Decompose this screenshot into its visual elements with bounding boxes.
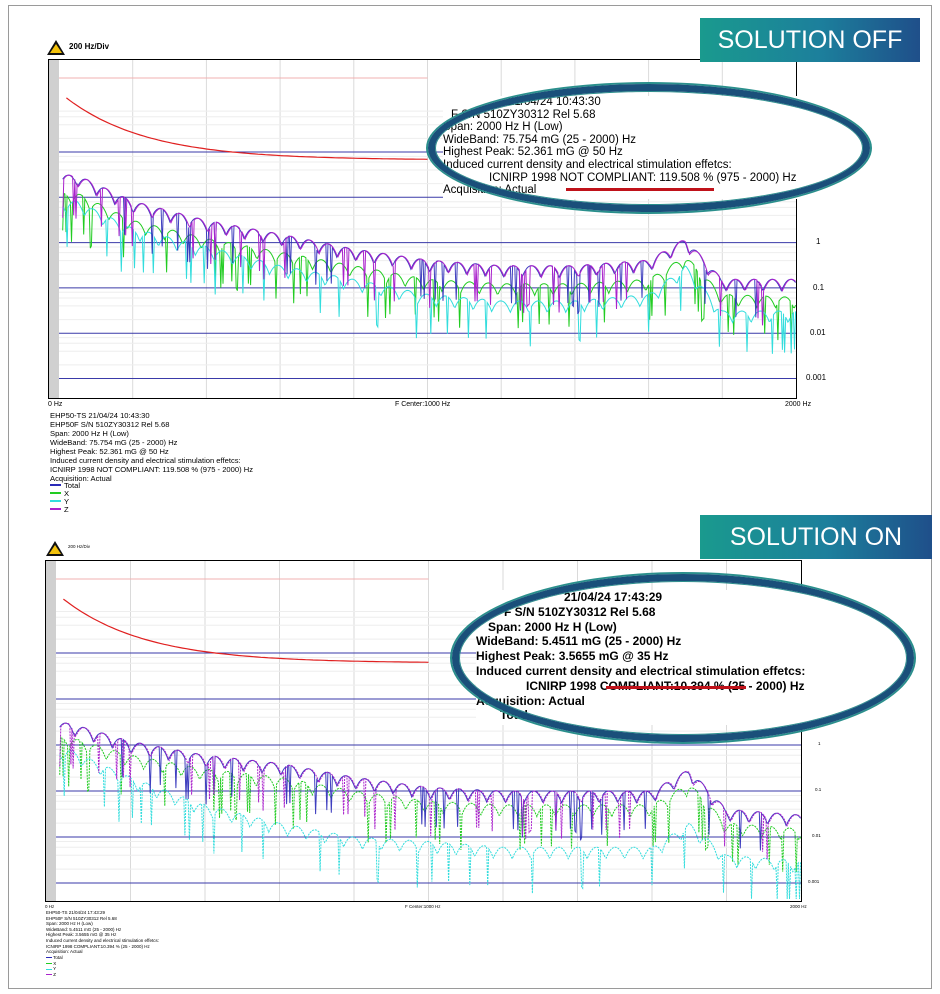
x-tick-left: 0 Hz — [48, 401, 63, 408]
info-line: Acquisition: Actual — [46, 949, 83, 955]
legend-item-z: Z — [50, 504, 80, 514]
legend-item-z: Z — [46, 972, 63, 978]
measurement-info: EHP50-TS 21/04/24 10:43:30 EHP50F S/N 51… — [50, 411, 253, 483]
y-tick: 0.1 — [813, 283, 825, 292]
legend: Total X Y Z — [50, 480, 81, 514]
y-tick: 0.01 — [810, 328, 826, 337]
info-line: EHP50F S/N 510ZY30312 Rel 5.68 — [50, 420, 170, 429]
highlight-ellipse-off — [428, 84, 870, 212]
legend-item-x: X — [46, 961, 63, 967]
legend-label: X — [53, 960, 57, 966]
info-line: EHP50-TS 21/04/24 10:43:30 — [50, 411, 150, 420]
warning-icon — [47, 40, 65, 55]
series-line-total — [59, 722, 801, 851]
legend-swatch — [46, 974, 52, 976]
series-line-y — [59, 750, 801, 900]
legend-swatch — [50, 500, 61, 502]
info-line: WideBand: 75.754 mG (25 - 2000) Hz — [50, 438, 178, 447]
legend-label: Z — [53, 971, 57, 977]
limit-curve — [63, 598, 429, 663]
y-tick: 0.1 — [815, 787, 822, 792]
info-line: Induced current density and electrical s… — [46, 937, 159, 943]
plot-left-strip — [46, 561, 56, 901]
info-line: Span: 2000 Hz H (Low) — [46, 921, 93, 927]
legend-label: Y — [64, 496, 70, 506]
legend-label: X — [64, 488, 70, 498]
figure-frame — [8, 5, 932, 989]
legend-item-y: Y — [50, 496, 80, 506]
info-line: WideBand: 5.4511 mG (25 - 2000) Hz — [46, 926, 122, 932]
info-line: Induced current density and electrical s… — [50, 456, 241, 465]
div-label: 200 Hz/Div — [68, 544, 91, 549]
info-line: Acquisition: Actual — [50, 474, 112, 483]
x-axis-center-label: F Center:1000 Hz — [395, 401, 451, 408]
legend-item-x: X — [50, 488, 80, 498]
x-axis-center-label: F Center:1000 Hz — [405, 904, 441, 909]
series-line-z — [59, 722, 801, 860]
y-tick: 1 — [816, 237, 821, 246]
legend-item-y: Y — [46, 966, 63, 972]
legend-swatch — [50, 492, 61, 494]
info-line: ICNIRP 1998 NOT COMPLIANT: 119.508 % (97… — [50, 465, 254, 474]
warning-icon — [46, 541, 64, 556]
info-line: ICNIRP 1998 COMPLIANT:10.394 % (25 - 200… — [46, 943, 150, 949]
legend-swatch — [46, 957, 52, 959]
plot-left-strip — [49, 60, 59, 398]
x-tick-right: 2000 Hz — [785, 401, 812, 408]
info-line: Highest Peak: 52.361 mG @ 50 Hz — [50, 447, 169, 456]
y-tick: 1 — [818, 741, 821, 746]
div-label: 200 Hz/Div — [69, 42, 110, 51]
legend-swatch — [50, 484, 61, 486]
info-line: EHP50-TS 21/04/24 17:43:29 — [46, 910, 106, 915]
y-tick: 0.001 — [806, 373, 827, 382]
info-line: Highest Peak: 3.5655 mG @ 35 Hz — [46, 932, 117, 938]
legend-item-total: Total — [46, 955, 63, 961]
measurement-info: EHP50-TS 21/04/24 17:43:29 EHP50F S/N 51… — [46, 910, 159, 955]
limit-curve — [66, 97, 428, 160]
legend-label: Total — [53, 955, 63, 960]
series-line-z — [62, 174, 796, 326]
y-tick: 0.01 — [812, 833, 821, 838]
legend-swatch — [50, 508, 61, 510]
legend: Total X Y Z — [46, 955, 63, 977]
info-line: EHP50F S/N 510ZY30312 Rel 5.68 — [46, 915, 117, 921]
y-tick: 0.001 — [808, 879, 820, 884]
highlight-ellipse-on — [452, 574, 914, 742]
legend-item-total: Total — [50, 480, 81, 490]
legend-swatch — [46, 962, 52, 964]
x-tick-left: 0 Hz — [45, 904, 55, 909]
info-line: Span: 2000 Hz H (Low) — [50, 429, 129, 438]
legend-label: Total — [64, 480, 81, 490]
legend-swatch — [46, 968, 52, 970]
solution-on-banner: SOLUTION ON — [700, 515, 932, 559]
legend-label: Z — [64, 504, 69, 514]
solution-off-banner: SOLUTION OFF — [700, 18, 920, 62]
x-tick-right: 2000 Hz — [790, 904, 807, 909]
legend-label: Y — [53, 966, 57, 972]
